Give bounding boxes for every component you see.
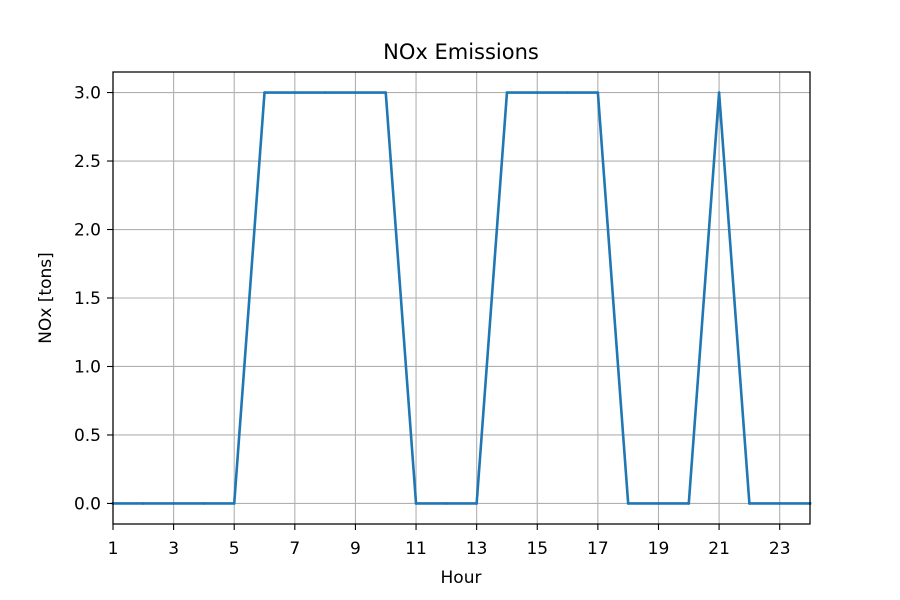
y-axis-label: NOx [tons] (36, 252, 56, 344)
data-point (778, 502, 781, 505)
data-point (172, 502, 175, 505)
x-tick-label: 17 (587, 539, 609, 559)
data-point (142, 502, 145, 505)
data-point (263, 91, 266, 94)
data-point (687, 502, 691, 505)
data-point (505, 91, 509, 94)
y-tick-label: 3.0 (74, 84, 101, 104)
data-point (657, 502, 660, 505)
data-point (626, 502, 630, 505)
y-tick-label: 2.5 (74, 152, 101, 172)
x-tick-label: 21 (708, 539, 730, 559)
data-point (293, 91, 297, 94)
data-point (475, 502, 478, 505)
x-tick-label: 23 (769, 539, 791, 559)
x-tick-label: 11 (405, 539, 427, 559)
y-tick-label: 0.0 (74, 494, 101, 514)
data-point (566, 91, 569, 94)
data-point (354, 91, 357, 94)
x-axis-ticks: 1 3 5 7 9 11 13 15 17 19 21 23 (108, 524, 791, 559)
series-layer (111, 91, 812, 505)
data-point (202, 502, 206, 505)
x-tick-label: 15 (526, 539, 548, 559)
data-point (445, 502, 448, 505)
data-point (748, 502, 751, 505)
x-tick-label: 3 (168, 539, 179, 559)
y-tick-label: 1.0 (74, 357, 101, 377)
data-point (596, 91, 600, 94)
data-point (717, 91, 721, 94)
x-tick-label: 1 (108, 539, 119, 559)
x-tick-label: 5 (229, 539, 240, 559)
x-tick-label: 9 (350, 539, 361, 559)
data-point (414, 502, 418, 505)
x-axis-label: Hour (441, 568, 482, 588)
x-tick-label: 13 (466, 539, 488, 559)
data-point (535, 91, 539, 94)
y-tick-label: 2.0 (74, 221, 101, 241)
x-tick-label: 19 (648, 539, 670, 559)
y-tick-label: 1.5 (74, 289, 101, 309)
y-axis-ticks: 0.0 0.5 1.0 1.5 2.0 2.5 3.0 (74, 84, 113, 514)
x-tick-label: 7 (289, 539, 300, 559)
data-point (232, 502, 236, 505)
y-tick-label: 0.5 (74, 426, 101, 446)
data-point (323, 91, 327, 94)
data-point (384, 91, 388, 94)
chart-title: NOx Emissions (383, 40, 539, 64)
series-line (111, 91, 812, 505)
